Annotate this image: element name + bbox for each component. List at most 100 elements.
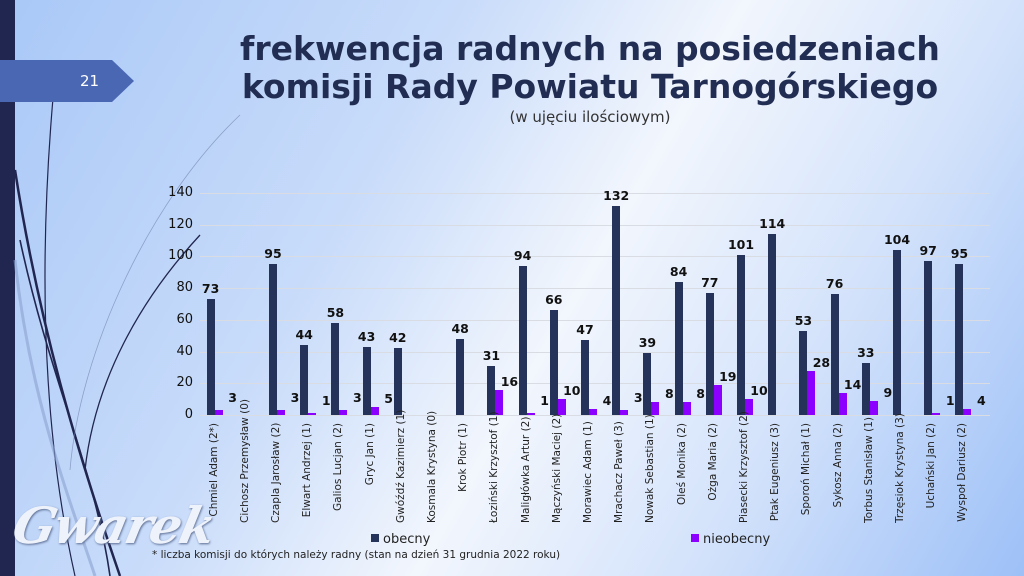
data-label-obecny: 97 <box>919 243 937 259</box>
bar-obecny <box>393 348 402 415</box>
data-label-obecny: 104 <box>883 232 911 248</box>
y-tick-label: 80 <box>176 280 193 296</box>
data-label-nieobecny: 3 <box>353 390 362 406</box>
data-label-nieobecny: 9 <box>883 384 893 400</box>
data-label-obecny: 47 <box>576 322 594 338</box>
gridline <box>200 256 990 258</box>
data-label-obecny: 31 <box>482 347 501 363</box>
bar-nieobecny <box>214 410 223 415</box>
bar-nieobecny <box>620 410 629 415</box>
y-tick-label: 20 <box>176 375 193 391</box>
data-label-nieobecny: 4 <box>602 392 612 408</box>
title-line-2: komisji Rady Powiatu Tarnogórskiego <box>241 67 939 106</box>
footnote: * liczba komisji do których należy radny… <box>152 549 561 561</box>
gridline <box>200 288 990 290</box>
bar-nieobecny <box>682 402 691 415</box>
bar-obecny <box>456 338 465 415</box>
bar-obecny <box>830 294 839 415</box>
data-label-obecny: 58 <box>326 305 345 321</box>
decorative-curves <box>13 97 241 576</box>
bar-nieobecny <box>495 389 504 415</box>
bar-obecny <box>206 299 215 415</box>
y-tick-label: 0 <box>184 407 193 422</box>
gridline <box>200 351 990 353</box>
x-category-label: Oleś Monika (2) <box>675 423 688 506</box>
data-label-obecny: 94 <box>513 247 532 263</box>
x-category-label: Ożga Maria (2) <box>706 423 719 501</box>
bar-obecny <box>705 292 714 415</box>
x-category-label: Nowak Sebastian (1) <box>644 414 657 523</box>
x-category-label: Galios Lucjan (2) <box>332 423 345 511</box>
gridline <box>200 224 990 226</box>
bar-obecny <box>362 346 371 415</box>
data-label-nieobecny: 3 <box>290 390 300 406</box>
data-label-obecny: 53 <box>794 312 813 328</box>
data-label-obecny: 66 <box>545 292 563 308</box>
bar-nieobecny <box>838 392 847 415</box>
data-label-obecny: 42 <box>389 330 407 346</box>
y-tick-label: 40 <box>176 343 193 359</box>
x-category-label: Ptak Eugeniusz (3) <box>769 423 782 522</box>
bar-nieobecny <box>651 402 660 415</box>
x-category-label: Torbus Stanisław (1) <box>862 417 875 523</box>
y-tick-label: 140 <box>168 185 193 200</box>
x-category-label: Kosmala Krystyna (0) <box>426 410 438 523</box>
title-line-1: frekwencja radnych na posiedzeniach <box>240 29 940 68</box>
bar-nieobecny <box>745 399 753 415</box>
x-category-label: Trzęsiok Krystyna (3) <box>894 413 906 523</box>
gwarek-logo: Gwarek <box>7 496 220 555</box>
data-label-obecny: 48 <box>451 320 469 336</box>
bar-obecny <box>799 330 808 415</box>
legend-label-nieobecny: nieobecny <box>703 532 771 547</box>
bar-nieobecny <box>869 400 878 415</box>
y-tick-label: 60 <box>176 311 193 327</box>
data-label-nieobecny: 1 <box>540 393 549 409</box>
x-category-label: Elwart Andrzej (1) <box>301 423 314 518</box>
data-label-nieobecny: 28 <box>812 354 831 370</box>
x-category-label: Mączyński Maciej (2) <box>550 413 563 523</box>
data-label-obecny: 84 <box>669 263 688 279</box>
data-label-obecny: 101 <box>727 236 755 252</box>
legend-label-obecny: obecny <box>383 532 431 547</box>
slide-subtitle: (w ujęciu ilościowym) <box>509 108 671 126</box>
bar-obecny <box>612 205 621 415</box>
bar-obecny <box>549 310 558 415</box>
bar-obecny <box>924 261 933 415</box>
bar-nieobecny <box>557 399 566 415</box>
bar-obecny <box>269 264 277 415</box>
data-label-nieobecny: 5 <box>384 391 393 407</box>
bar-obecny <box>893 250 901 415</box>
bar-obecny <box>518 265 527 415</box>
x-category-label: Czapla Jarosław (2) <box>270 422 282 523</box>
slide-title: frekwencja radnych na posiedzeniach komi… <box>200 30 980 106</box>
legend-swatch-obecny <box>371 534 379 542</box>
legend-obecny: obecny <box>371 532 430 547</box>
data-label-obecny: 132 <box>603 187 630 203</box>
x-category-label: Piasecki Krzysztof (2) <box>738 411 750 523</box>
data-label-obecny: 44 <box>295 327 313 343</box>
data-label-nieobecny: 8 <box>696 386 705 402</box>
bar-obecny <box>643 353 652 415</box>
data-label-obecny: 95 <box>264 246 282 262</box>
x-category-label: Uchański Jan (2) <box>925 423 938 509</box>
bar-obecny <box>768 234 777 415</box>
data-label-obecny: 73 <box>201 281 220 297</box>
data-label-obecny: 77 <box>701 274 719 290</box>
data-label-nieobecny: 19 <box>719 368 737 384</box>
x-category-label: Łoziński Krzysztof (1) <box>488 411 501 523</box>
x-category-label: Mrachacz Paweł (3) <box>613 421 626 523</box>
legend-nieobecny: nieobecny <box>691 532 770 547</box>
data-label-obecny: 95 <box>950 246 969 262</box>
gridline <box>200 383 990 385</box>
bar-obecny <box>487 365 496 415</box>
slide-number: 21 <box>80 72 100 90</box>
data-label-nieobecny: 10 <box>563 383 581 399</box>
gridline <box>200 319 990 321</box>
bar-obecny <box>331 323 340 415</box>
bar-nieobecny <box>589 408 597 415</box>
data-label-nieobecny: 8 <box>665 386 674 402</box>
left-sidebar-bar <box>0 0 15 576</box>
bar-nieobecny <box>807 370 816 415</box>
data-label-obecny: 114 <box>759 216 786 232</box>
